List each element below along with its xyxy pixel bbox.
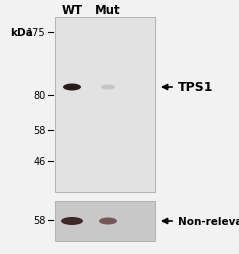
Bar <box>55 201 155 241</box>
Text: 80: 80 <box>34 91 46 101</box>
Text: kDa: kDa <box>10 28 33 38</box>
Text: 175: 175 <box>27 28 46 38</box>
Ellipse shape <box>101 85 115 90</box>
Text: TPS1: TPS1 <box>178 81 213 94</box>
Text: WT: WT <box>61 4 82 17</box>
Bar <box>55 18 155 192</box>
Ellipse shape <box>61 217 83 225</box>
Ellipse shape <box>63 84 81 91</box>
Text: Non-relevant: Non-relevant <box>178 216 239 226</box>
Ellipse shape <box>99 218 117 225</box>
Text: 46: 46 <box>34 156 46 166</box>
Text: Mut: Mut <box>95 4 121 17</box>
Text: 58: 58 <box>34 215 46 225</box>
Text: 58: 58 <box>34 125 46 135</box>
